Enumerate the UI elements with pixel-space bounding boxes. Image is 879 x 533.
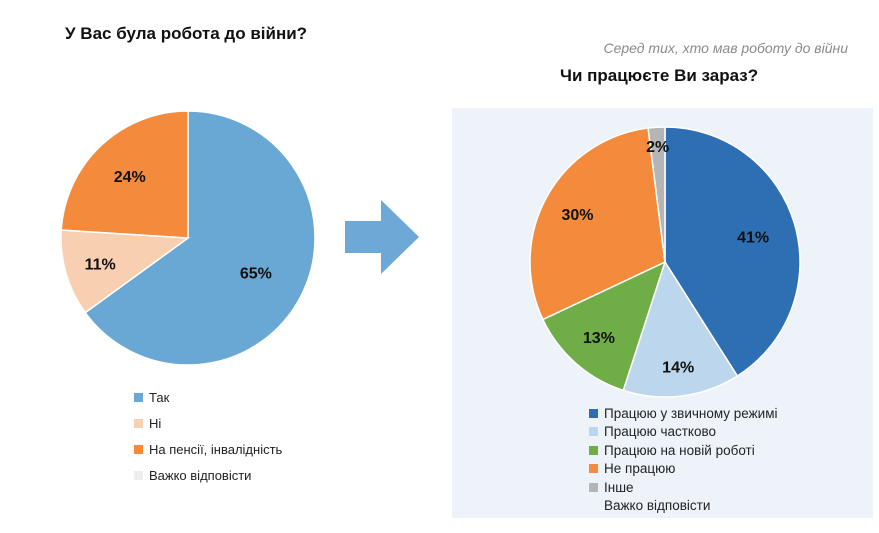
pie-slice-0-0 <box>84 110 316 366</box>
left-chart-title: У Вас була робота до війни? <box>65 24 308 43</box>
pie-slice-1-4 <box>647 126 666 263</box>
slice-value-label-0-1: 11% <box>85 257 116 274</box>
legend-item-0-3: Важко відповісти <box>134 466 282 484</box>
legend-item-0-0: Так <box>134 388 282 406</box>
legend-swatch <box>589 445 598 455</box>
slice-value-label-1-1: 14% <box>662 359 694 376</box>
right-chart-legend: Працюю у звичному режимі Працюю частково П… <box>589 404 778 515</box>
pie-slice-1-2 <box>541 260 667 392</box>
legend-swatch <box>134 444 143 454</box>
pie-slice-1-3 <box>529 127 666 321</box>
legend-swatch <box>134 392 143 402</box>
pie-slice-1-1 <box>622 260 739 398</box>
right-chart-subtitle: Серед тих, хто мав роботу до війни <box>603 40 848 56</box>
legend-item-1-4: Інше <box>589 478 778 496</box>
legend-swatch <box>589 482 598 492</box>
left-chart-legend: Так Ні На пенсії, інвалідність Важко відпов… <box>134 388 282 492</box>
legend-swatch <box>134 418 143 428</box>
slice-value-label-1-0: 41% <box>737 229 769 246</box>
legend-item-0-2: На пенсії, інвалідність <box>134 440 282 458</box>
pie-slice-0-2 <box>60 110 189 239</box>
legend-swatch <box>134 470 143 480</box>
legend-label: Працюю на новій роботі <box>604 442 755 458</box>
slice-value-label-1-2: 13% <box>583 330 615 347</box>
slice-value-label-1-4: 2% <box>646 139 669 156</box>
legend-swatch <box>589 408 598 418</box>
legend-item-1-0: Працюю у звичному режимі <box>589 404 778 422</box>
legend-label: Працюю частково <box>604 424 717 439</box>
slice-value-label-0-0: 65% <box>240 266 272 283</box>
legend-label: Важко відповісти <box>149 467 252 483</box>
legend-swatch <box>589 501 598 510</box>
legend-item-1-5: Важко відповісти <box>589 497 778 515</box>
pie-slice-1-0 <box>664 126 801 378</box>
legend-label: Важко відповісти <box>604 498 711 513</box>
legend-item-0-1: Ні <box>134 414 282 432</box>
legend-swatch <box>589 427 598 436</box>
right-arrow-icon <box>345 200 419 274</box>
legend-label: Так <box>149 389 170 405</box>
legend-label: Працюю у звичному режимі <box>604 405 778 421</box>
legend-label: На пенсії, інвалідність <box>149 441 283 457</box>
legend-label: Не працюю <box>604 461 676 476</box>
legend-item-1-3: Не працюю <box>589 460 778 478</box>
slice-value-label-0-2: 24% <box>114 169 146 186</box>
slice-value-label-1-3: 30% <box>561 207 593 224</box>
right-chart-title: Чи працюєте Ви зараз? <box>560 66 759 85</box>
legend-swatch <box>589 464 598 473</box>
pie-slice-0-1 <box>60 229 191 314</box>
legend-label: Ні <box>149 415 162 431</box>
legend-label: Інше <box>604 479 634 495</box>
legend-item-1-1: Працюю частково <box>589 423 778 441</box>
legend-item-1-2: Працюю на новій роботі <box>589 441 778 459</box>
